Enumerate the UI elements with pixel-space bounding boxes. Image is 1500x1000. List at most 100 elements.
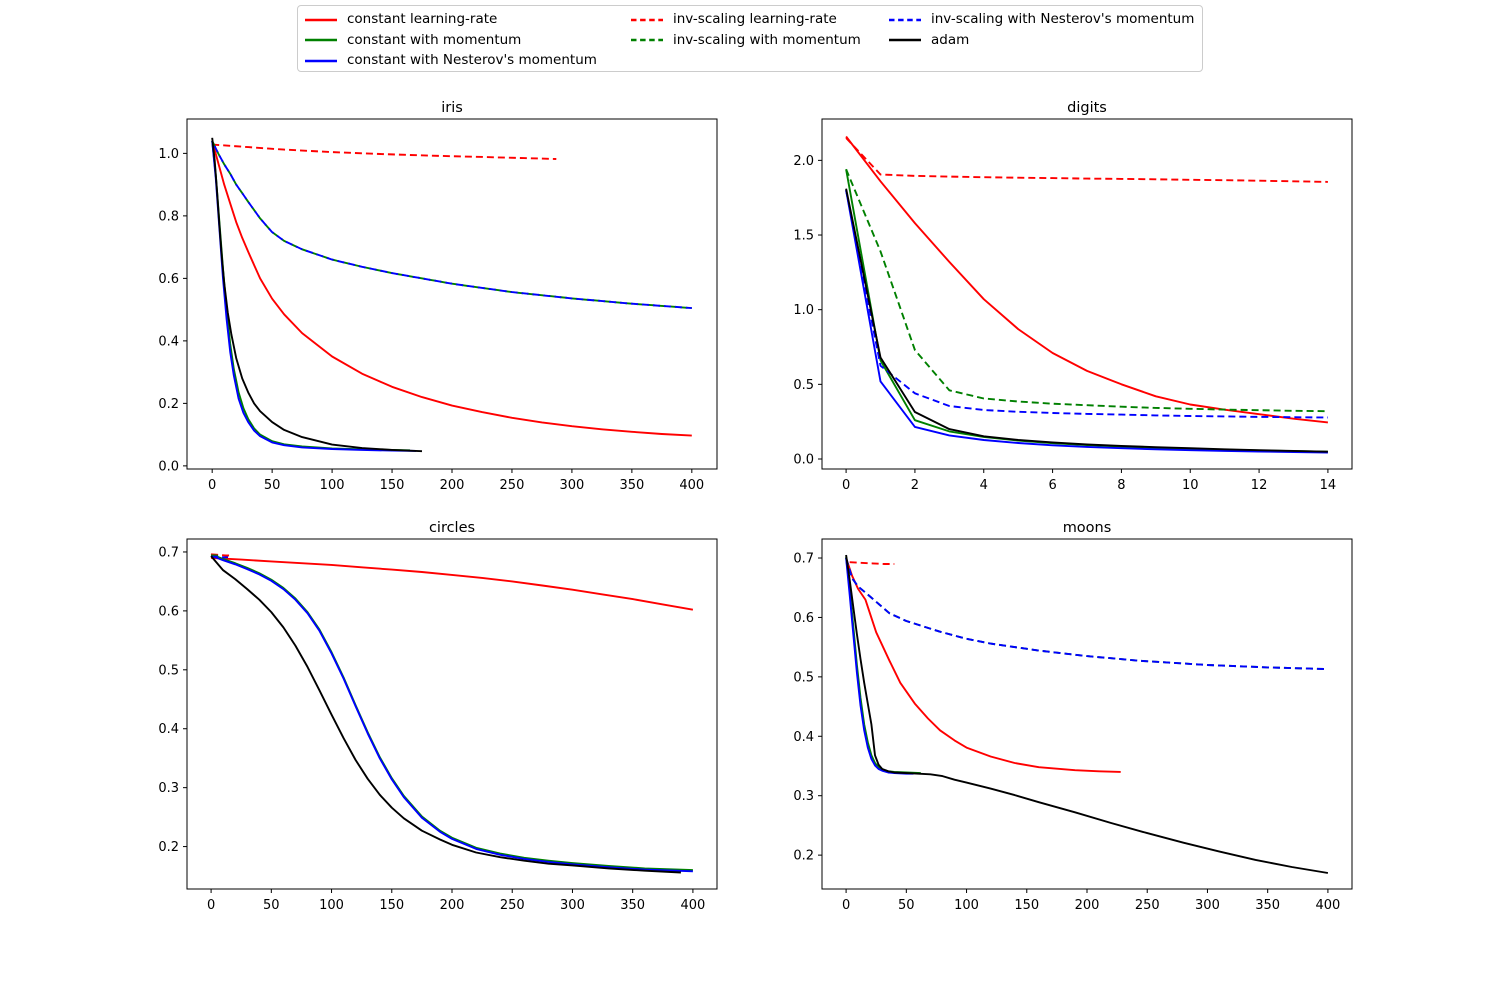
y-tick-label: 0.5 (793, 670, 814, 685)
legend: constant learning-rate constant with mome… (297, 5, 1203, 72)
x-tick-label: 100 (319, 898, 344, 913)
series-inv-scaling-learning-rate (849, 561, 895, 565)
series-constant-with-nesterov-s-momentum (845, 557, 914, 775)
digits-chart: digits 0 2 4 6 8 10 12 14 0.0 0.5 1.0 1.5 2.0 (793, 100, 1353, 493)
series-constant-with-nesterov-s-momentum (845, 190, 1328, 454)
x-tick-label: 300 (559, 478, 584, 493)
x-tick-label: 300 (1195, 898, 1220, 913)
axes-frame (186, 538, 718, 890)
legend-label: adam (931, 31, 970, 48)
x-tick-label: 12 (1251, 478, 1268, 493)
series-constant-learning-rate (211, 140, 692, 437)
x-tick-label: 0 (842, 898, 850, 913)
legend-dashed-line-key-icon (630, 37, 664, 43)
x-tick-label: 50 (263, 898, 280, 913)
legend-column-3: inv-scaling with Nesterov's momentum adam (888, 10, 1194, 51)
y-tick-label: 0.0 (793, 452, 814, 467)
x-tick-label: 2 (911, 478, 919, 493)
x-tick-label: 350 (619, 478, 644, 493)
y-tick-label: 0.2 (158, 397, 179, 412)
legend-solid-line-key-icon (304, 37, 338, 43)
x-tick-label: 250 (1135, 898, 1160, 913)
axes-frame (821, 538, 1353, 890)
x-tick-label: 150 (380, 478, 405, 493)
y-tick-label: 0.3 (158, 781, 179, 796)
x-tick-label: 14 (1320, 478, 1337, 493)
x-tick-label: 0 (842, 478, 850, 493)
moons-chart: moons 0 50 100 150 200 250 300 350 400 0.2 0.3 0.4 0.… (793, 520, 1353, 913)
y-tick-label: 1.0 (158, 147, 179, 162)
x-tick-label: 400 (680, 898, 705, 913)
digits-plot-title: digits (1067, 100, 1107, 116)
series-adam (210, 555, 681, 874)
series-inv-scaling-with-momentum (845, 557, 1328, 671)
axes-frame (186, 118, 718, 470)
y-tick-label: 0.7 (793, 552, 814, 567)
legend-dashed-line-key-icon (630, 17, 664, 23)
x-tick-label: 300 (560, 898, 585, 913)
x-tick-label: 350 (1255, 898, 1280, 913)
x-tick-label: 10 (1182, 478, 1199, 493)
axes-frame (821, 118, 1353, 470)
x-tick-label: 200 (440, 478, 465, 493)
x-tick-label: 200 (1075, 898, 1100, 913)
subplot-moons: moons 0 50 100 150 200 250 300 350 400 0.2 0.3 0.4 0.… (762, 509, 1372, 929)
y-tick-label: 1.0 (793, 303, 814, 318)
legend-label: constant learning-rate (347, 11, 498, 28)
x-tick-label: 100 (320, 478, 345, 493)
legend-item-inv-scaling-with-nesterov-s-momentum: inv-scaling with Nesterov's momentum (888, 10, 1194, 30)
legend-solid-line-key-icon (888, 37, 922, 43)
legend-label: constant with Nesterov's momentum (347, 51, 597, 68)
series-inv-scaling-learning-rate (212, 143, 557, 160)
series-constant-learning-rate (845, 557, 1121, 773)
y-tick-label: 1.5 (793, 229, 814, 244)
x-tick-label: 400 (1315, 898, 1340, 913)
y-tick-label: 0.8 (158, 209, 179, 224)
series-constant-learning-rate (211, 556, 694, 611)
series-adam (845, 188, 1328, 453)
legend-item-inv-scaling-with-momentum: inv-scaling with momentum (630, 30, 861, 50)
iris-plot-title: iris (441, 100, 463, 116)
x-tick-label: 100 (954, 898, 979, 913)
y-tick-label: 0.6 (158, 604, 179, 619)
series-inv-scaling-learning-rate (845, 137, 1328, 183)
x-tick-label: 150 (379, 898, 404, 913)
x-tick-label: 0 (207, 898, 215, 913)
series-constant-learning-rate (845, 135, 1329, 424)
moons-plot-title: moons (1063, 520, 1112, 536)
x-tick-label: 400 (679, 478, 704, 493)
series-inv-scaling-with-momentum (211, 554, 221, 558)
circles-chart: circles 0 50 100 150 200 250 300 350 400 0.2 0.3 0.4… (158, 520, 718, 913)
legend-item-constant-with-momentum: constant with momentum (304, 30, 597, 50)
series-inv-scaling-with-nesterov-s-momentum (211, 555, 228, 559)
x-tick-label: 50 (264, 478, 281, 493)
series-inv-scaling-with-nesterov-s-momentum (211, 140, 692, 310)
series-adam (211, 137, 423, 453)
y-tick-label: 0.4 (158, 334, 179, 349)
subplot-digits: digits 0 2 4 6 8 10 12 14 0.0 0.5 1.0 1.5 2.0 (762, 89, 1372, 509)
x-tick-label: 250 (500, 898, 525, 913)
x-tick-label: 200 (440, 898, 465, 913)
x-tick-label: 0 (208, 478, 216, 493)
legend-item-constant-with-nesterov-s-momentum: constant with Nesterov's momentum (304, 51, 597, 71)
series-constant-with-momentum (211, 140, 411, 452)
series-adam (845, 554, 1329, 874)
series-inv-scaling-with-nesterov-s-momentum (845, 557, 1328, 671)
series-constant-with-nesterov-s-momentum (210, 554, 693, 873)
y-tick-label: 2.0 (793, 154, 814, 169)
x-tick-label: 150 (1014, 898, 1039, 913)
legend-column-1: constant learning-rate constant with mome… (304, 10, 597, 71)
legend-item-constant-learning-rate: constant learning-rate (304, 10, 597, 30)
x-tick-label: 6 (1048, 478, 1056, 493)
legend-column-2: inv-scaling learning-rate inv-scaling wit… (630, 10, 861, 51)
y-tick-label: 0.2 (793, 849, 814, 864)
subplot-circles: circles 0 50 100 150 200 250 300 350 400 0.2 0.3 0.4… (127, 509, 737, 929)
legend-label: inv-scaling learning-rate (673, 11, 837, 28)
legend-label: inv-scaling with Nesterov's momentum (931, 11, 1195, 28)
legend-solid-line-key-icon (304, 58, 338, 64)
y-tick-label: 0.4 (158, 722, 179, 737)
x-tick-label: 4 (980, 478, 988, 493)
legend-item-adam: adam (888, 30, 1194, 50)
iris-chart: iris 0 50 100 150 200 250 300 350 400 0.0 0.2 0.4 0.6… (158, 100, 718, 493)
series-constant-with-momentum (210, 553, 693, 872)
